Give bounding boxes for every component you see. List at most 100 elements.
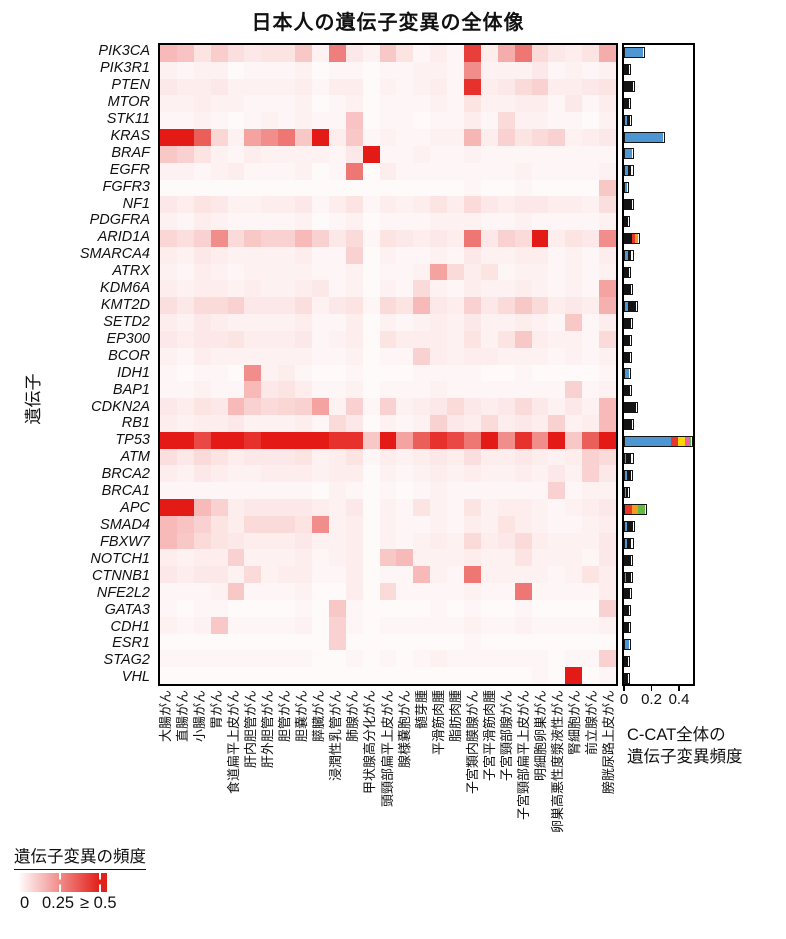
heatmap-cell [447, 667, 464, 684]
frequency-bar-segment [625, 403, 637, 413]
heatmap-cell [295, 566, 312, 584]
heatmap-cell [413, 112, 431, 130]
heatmap-cell [396, 280, 414, 298]
frequency-bar [624, 368, 631, 380]
cancer-type-label: 肝内胆管がん [243, 690, 259, 769]
heatmap-cell [497, 599, 515, 617]
heatmap-cell [362, 381, 380, 399]
heatmap-cell [430, 179, 448, 197]
heatmap-cell [244, 448, 262, 466]
frequency-bar-segment [625, 521, 627, 531]
heatmap-cell [295, 448, 312, 466]
heatmap-cell [160, 633, 177, 651]
heatmap-cell [447, 213, 464, 230]
heatmap-cell [362, 347, 380, 365]
frequency-bar [624, 351, 632, 363]
heatmap-cell [582, 263, 600, 281]
heatmap-cell [210, 297, 228, 315]
heatmap-cell [193, 583, 211, 600]
heatmap-cell [295, 532, 312, 550]
heatmap-cell [396, 650, 414, 668]
heatmap-cell [497, 112, 515, 130]
heatmap-cell [464, 414, 481, 432]
heatmap-cell [430, 280, 448, 298]
heatmap-cell [599, 431, 616, 449]
cancer-type-label: 子宮平滑筋肉腫 [481, 690, 497, 782]
heatmap-cell [261, 482, 279, 500]
heatmap-cell [599, 246, 616, 264]
heatmap-cell [396, 246, 414, 264]
heatmap-cell [244, 364, 262, 382]
heatmap-cell [176, 599, 194, 617]
heatmap-cell [193, 213, 211, 230]
heatmap-cell [396, 213, 414, 230]
heatmap-cell [362, 364, 380, 382]
heatmap-cell [379, 229, 397, 247]
heatmap-cell [312, 196, 329, 214]
heatmap-cell [210, 599, 228, 617]
heatmap-cell [396, 482, 414, 500]
heatmap-cell [582, 347, 600, 365]
gene-label: PTEN [111, 77, 150, 94]
gene-label: STAG2 [103, 652, 150, 669]
heatmap-cell [447, 145, 464, 163]
heatmap-cell [565, 549, 583, 567]
heatmap-cell [193, 381, 211, 399]
heatmap-cell [514, 364, 532, 382]
heatmap-cell [447, 297, 464, 315]
heatmap-cell [278, 667, 296, 684]
frequency-bar-segment [638, 504, 645, 514]
heatmap-cell [312, 381, 329, 399]
heatmap-cell [430, 549, 448, 567]
heatmap-cell [295, 330, 312, 348]
heatmap-cell [345, 499, 363, 516]
heatmap-cell [278, 263, 296, 281]
heatmap-cell [278, 246, 296, 264]
heatmap-cell [312, 633, 329, 651]
heatmap-cell [261, 465, 279, 483]
heatmap-cell [565, 78, 583, 96]
heatmap-cell [345, 213, 363, 230]
heatmap-cell [464, 179, 481, 197]
heatmap-cell [430, 364, 448, 382]
heatmap-cell [295, 196, 312, 214]
heatmap-cell [447, 314, 464, 331]
heatmap-cell [328, 179, 346, 197]
cancer-type-label: 小腸がん [192, 690, 208, 743]
legend-title: 遺伝子変異の頻度 [14, 843, 146, 870]
heatmap-cell [599, 347, 616, 365]
frequency-bar-segment [625, 606, 629, 616]
heatmap-cell [480, 482, 498, 500]
heatmap-cell [430, 448, 448, 466]
heatmap-cell [413, 213, 431, 230]
heatmap-cell [210, 263, 228, 281]
heatmap-cell [464, 431, 481, 449]
heatmap-cell [480, 78, 498, 96]
heatmap-cell [362, 414, 380, 432]
heatmap-cell [328, 448, 346, 466]
bar-panel-caption-line2: 遺伝子変異頻度 [627, 748, 743, 766]
heatmap-cell [312, 213, 329, 230]
heatmap-cell [362, 482, 380, 500]
heatmap-cell [176, 499, 194, 516]
heatmap-cell [176, 330, 194, 348]
heatmap-cell [565, 414, 583, 432]
frequency-bar [624, 182, 629, 194]
frequency-bar [624, 114, 633, 126]
heatmap-cell [396, 95, 414, 113]
heatmap-cell [328, 45, 346, 62]
heatmap-cell [565, 314, 583, 331]
heatmap-cell [278, 297, 296, 315]
heatmap-cell [328, 482, 346, 500]
heatmap-cell [328, 616, 346, 634]
heatmap-cell [548, 414, 566, 432]
heatmap-cell [480, 465, 498, 483]
frequency-bar-segment [625, 487, 627, 497]
heatmap-cell [278, 280, 296, 298]
cancer-type-label: 頭頸部扁平上皮がん [379, 690, 395, 808]
frequency-bar-segment [625, 335, 631, 345]
heatmap-cell [464, 347, 481, 365]
heatmap-cell [176, 246, 194, 264]
heatmap-cell [261, 112, 279, 130]
heatmap-cell [345, 482, 363, 500]
